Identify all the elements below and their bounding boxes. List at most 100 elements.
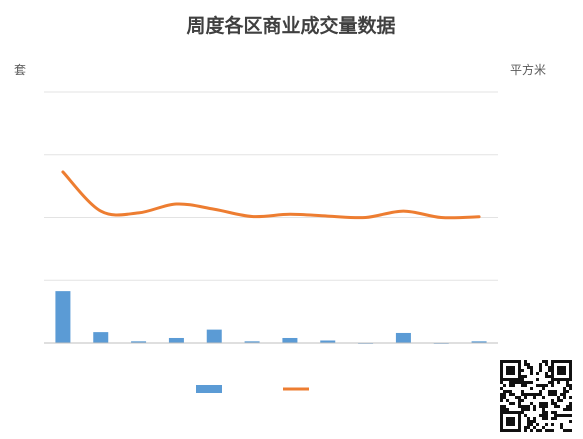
qr-module — [542, 396, 545, 399]
qr-module — [518, 381, 521, 384]
qr-module — [563, 360, 566, 363]
qr-module — [503, 390, 506, 393]
qr-module — [560, 423, 563, 426]
qr-module — [566, 414, 569, 417]
qr-module — [569, 408, 572, 411]
qr-module — [509, 411, 512, 414]
qr-module — [545, 363, 548, 366]
qr-module — [563, 393, 566, 396]
qr-module — [530, 429, 533, 432]
qr-module — [524, 375, 527, 378]
qr-module — [560, 399, 563, 402]
qr-module — [542, 408, 545, 411]
qr-module — [527, 381, 530, 384]
qr-module — [518, 411, 521, 414]
qr-module — [536, 372, 539, 375]
bar — [168, 337, 184, 343]
qr-module — [542, 411, 545, 414]
qr-module — [503, 378, 506, 381]
qr-module — [515, 360, 518, 363]
qr-module — [551, 360, 554, 363]
qr-module — [554, 417, 557, 420]
qr-module — [509, 429, 512, 432]
qr-module — [536, 384, 539, 387]
qr-module — [521, 408, 524, 411]
qr-module — [539, 402, 542, 405]
qr-module — [545, 384, 548, 387]
qr-module — [569, 378, 572, 381]
qr-module — [545, 402, 548, 405]
qr-module — [500, 360, 503, 363]
qr-module — [506, 378, 509, 381]
qr-module — [560, 360, 563, 363]
qr-module — [524, 381, 527, 384]
qr-module — [527, 405, 530, 408]
qr-module — [560, 426, 563, 429]
qr-module — [551, 402, 554, 405]
qr-module — [545, 417, 548, 420]
qr-module — [518, 360, 521, 363]
qr-module — [530, 402, 533, 405]
qr-module — [542, 387, 545, 390]
qr-module — [557, 405, 560, 408]
qr-module — [521, 378, 524, 381]
qr-module — [557, 360, 560, 363]
qr-module — [500, 393, 503, 396]
qr-module — [500, 408, 503, 411]
qr-module — [542, 426, 545, 429]
qr-module — [527, 417, 530, 420]
qr-module — [545, 360, 548, 363]
qr-module — [569, 414, 572, 417]
qr-module — [500, 423, 503, 426]
qr-module — [518, 372, 521, 375]
qr-module — [542, 417, 545, 420]
qr-module — [554, 390, 557, 393]
qr-module — [500, 420, 503, 423]
qr-module — [560, 378, 563, 381]
qr-module — [557, 372, 560, 375]
qr-module — [518, 399, 521, 402]
qr-module — [530, 393, 533, 396]
bar — [320, 340, 336, 343]
qr-module — [536, 423, 539, 426]
qr-module — [524, 414, 527, 417]
qr-module — [539, 393, 542, 396]
y-axis-right-label: 平方米 — [510, 62, 546, 77]
qr-module — [551, 375, 554, 378]
qr-module — [539, 366, 542, 369]
qr-module — [551, 399, 554, 402]
qr-module — [560, 393, 563, 396]
qr-module — [500, 399, 503, 402]
qr-module — [557, 378, 560, 381]
qr-module — [509, 393, 512, 396]
qr-module — [551, 411, 554, 414]
qr-module — [518, 423, 521, 426]
qr-module — [569, 387, 572, 390]
qr-module — [530, 372, 533, 375]
qr-module — [527, 363, 530, 366]
qr-module — [569, 369, 572, 372]
qr-module — [524, 426, 527, 429]
qr-module — [506, 366, 509, 369]
qr-module — [509, 420, 512, 423]
qr-module — [500, 372, 503, 375]
qr-module — [506, 360, 509, 363]
qr-module — [563, 378, 566, 381]
qr-module — [554, 393, 557, 396]
qr-module — [554, 378, 557, 381]
y-axis-left-label: 套 — [14, 63, 26, 77]
qr-module — [554, 414, 557, 417]
qr-module — [560, 372, 563, 375]
qr-module — [569, 372, 572, 375]
qr-module — [503, 360, 506, 363]
qr-module — [518, 402, 521, 405]
qr-module — [551, 372, 554, 375]
qr-module — [563, 366, 566, 369]
qr-module — [533, 408, 536, 411]
qr-module — [512, 393, 515, 396]
qr-module — [509, 360, 512, 363]
qr-module — [521, 411, 524, 414]
bar — [395, 332, 411, 343]
qr-module — [545, 375, 548, 378]
